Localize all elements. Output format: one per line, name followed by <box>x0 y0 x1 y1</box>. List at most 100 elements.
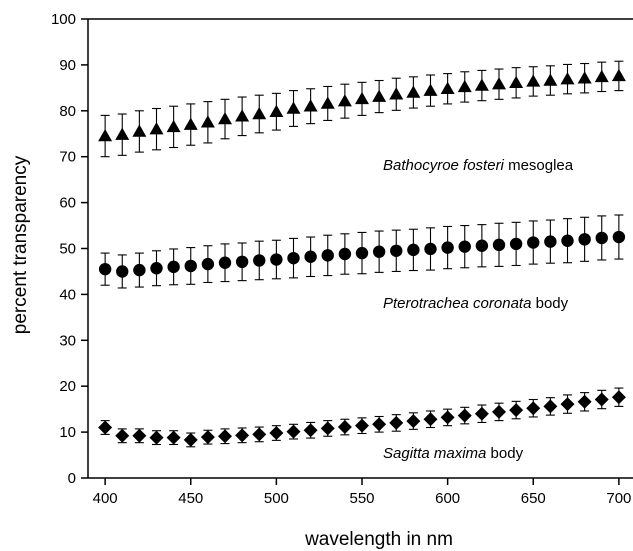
data-point-triangle <box>389 87 404 100</box>
data-point-triangle <box>235 109 250 122</box>
data-point-circle <box>492 238 506 252</box>
x-tick-label: 650 <box>521 490 546 507</box>
data-point-triangle <box>149 122 164 135</box>
data-point-circle <box>458 240 471 253</box>
data-point-diamond <box>406 414 421 429</box>
data-point-circle <box>201 257 215 271</box>
data-point-circle <box>167 260 180 274</box>
data-point-diamond <box>440 410 455 425</box>
series-label: Pterotrachea coronata body <box>383 295 569 312</box>
y-axis: 0 10 20 30 40 50 60 70 80 90 100 <box>51 11 88 487</box>
data-point-triangle <box>406 85 421 98</box>
series-layer <box>98 60 626 448</box>
data-point-diamond <box>200 430 215 445</box>
data-point-circle <box>372 245 386 258</box>
data-point-circle <box>509 237 523 251</box>
data-point-diamond <box>252 427 267 442</box>
data-point-circle <box>321 249 334 262</box>
data-point-circle <box>527 236 540 249</box>
y-tick-label: 100 <box>51 11 76 28</box>
data-point-circle <box>235 255 249 269</box>
data-point-diamond <box>492 404 506 419</box>
data-point-diamond <box>594 392 609 407</box>
data-point-diamond <box>423 412 438 427</box>
data-point-triangle <box>457 79 472 93</box>
x-tick-label: 550 <box>349 490 374 507</box>
series-label-tissue: body <box>531 295 568 312</box>
data-point-circle <box>304 250 317 263</box>
y-tick-label: 20 <box>59 378 76 395</box>
data-point-triangle <box>355 91 369 105</box>
data-point-diamond <box>372 417 387 432</box>
data-point-diamond <box>560 397 575 412</box>
data-point-triangle <box>303 99 318 112</box>
data-point-circle <box>150 262 163 275</box>
data-point-diamond <box>577 394 592 409</box>
data-point-diamond <box>337 420 352 435</box>
data-point-triangle <box>200 115 215 128</box>
data-point-triangle <box>132 124 147 137</box>
data-point-triangle <box>423 83 438 96</box>
data-point-diamond <box>355 418 369 433</box>
y-tick-label: 0 <box>68 470 76 487</box>
data-point-circle <box>475 239 489 252</box>
data-point-diamond <box>98 420 113 435</box>
data-point-triangle <box>474 78 489 91</box>
y-tick-label: 50 <box>59 241 76 258</box>
series-labels: Bathocyroe fosteri mesoglea Pterotrachea … <box>383 157 574 462</box>
data-point-circle <box>98 262 112 276</box>
data-point-circle <box>338 247 352 261</box>
data-point-triangle <box>286 101 301 114</box>
data-point-circle <box>133 263 146 277</box>
series-diamond <box>98 387 626 448</box>
data-point-circle <box>253 254 266 267</box>
data-point-circle <box>116 265 129 278</box>
series-label-tissue: body <box>486 445 523 462</box>
data-point-triangle <box>98 129 113 142</box>
x-axis-title: wavelength in nm <box>304 529 453 550</box>
x-tick-label: 400 <box>93 490 118 507</box>
x-tick-label: 450 <box>178 490 203 507</box>
data-point-diamond <box>526 401 541 416</box>
data-point-triangle <box>611 68 626 82</box>
y-tick-label: 10 <box>59 424 76 441</box>
data-point-circle <box>441 241 454 254</box>
data-point-circle <box>561 234 574 247</box>
series-label: Sagitta maxima body <box>383 445 524 462</box>
data-point-circle <box>407 243 420 257</box>
data-point-diamond <box>611 390 626 405</box>
series-label: Bathocyroe fosteri mesoglea <box>383 157 574 174</box>
data-point-diamond <box>235 428 250 443</box>
data-point-circle <box>578 233 591 246</box>
data-point-circle <box>612 230 626 244</box>
x-axis: 400 450 500 550 600 650 700 <box>93 478 631 507</box>
data-point-circle <box>424 242 437 256</box>
data-point-circle <box>595 231 608 245</box>
data-point-triangle <box>526 74 541 87</box>
y-axis-title: percent transparency <box>10 155 31 334</box>
data-point-diamond <box>183 432 198 447</box>
data-point-circle <box>355 246 369 260</box>
data-point-triangle <box>509 75 524 89</box>
data-point-circle <box>270 253 283 266</box>
y-tick-label: 60 <box>59 195 76 212</box>
data-point-triangle <box>218 112 232 125</box>
data-point-triangle <box>337 94 352 107</box>
series-label-species: Sagitta maxima <box>383 445 486 462</box>
data-point-diamond <box>115 428 130 443</box>
data-point-triangle <box>560 72 575 85</box>
y-tick-label: 30 <box>59 332 76 349</box>
data-point-circle <box>287 251 300 265</box>
data-point-triangle <box>440 81 455 95</box>
series-circle <box>98 214 626 289</box>
data-point-triangle <box>166 119 181 133</box>
data-point-diamond <box>457 408 472 423</box>
x-tick-label: 700 <box>606 490 631 507</box>
data-point-circle <box>544 235 557 248</box>
y-tick-label: 80 <box>59 103 76 120</box>
series-label-species: Pterotrachea coronata <box>383 295 531 312</box>
x-tick-label: 500 <box>264 490 289 507</box>
y-tick-label: 70 <box>59 149 76 166</box>
data-point-triangle <box>269 104 284 117</box>
